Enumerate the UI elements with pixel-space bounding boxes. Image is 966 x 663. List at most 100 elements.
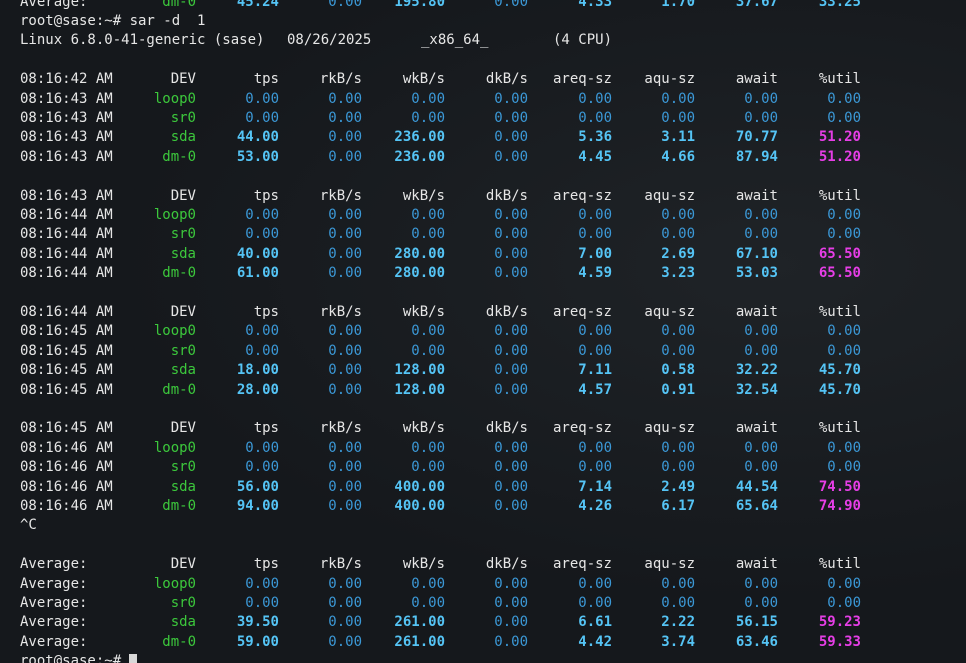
metric-value: 280.00 [394, 245, 445, 262]
metric-value: 0.00 [827, 439, 861, 456]
column-header: aqu-sz [644, 187, 695, 204]
metric-value: 0.00 [578, 226, 612, 243]
metric-value: 67.10 [735, 245, 778, 262]
row-label: Average: [20, 633, 88, 650]
metric-value: 0.00 [328, 323, 362, 340]
metric-value: 61.00 [236, 265, 279, 282]
device-name: sr0 [170, 110, 196, 126]
column-header: wkB/s [402, 556, 445, 573]
metric-value: 0.00 [328, 478, 362, 495]
metric-value: 0.00 [744, 110, 778, 126]
metric-value: 0.00 [827, 459, 861, 476]
row-label: 08:16:44 AM [20, 265, 113, 282]
column-header: tps [253, 420, 279, 437]
metric-value: 94.00 [236, 498, 279, 514]
metric-value: 0.00 [827, 226, 861, 243]
prompt: root@sase:~# [20, 653, 122, 663]
metric-value: 0.00 [328, 614, 362, 631]
column-header: tps [253, 556, 279, 573]
metric-value: 0.00 [661, 342, 695, 359]
metric-value: 0.00 [494, 0, 528, 10]
metric-value: 7.11 [578, 362, 612, 379]
metric-value: 0.00 [744, 595, 778, 611]
metric-value: 59.33 [818, 633, 861, 650]
column-header: DEV [170, 304, 196, 320]
column-header: dkB/s [485, 420, 528, 437]
metric-value: 28.00 [236, 381, 279, 398]
metric-value: 400.00 [394, 498, 445, 514]
metric-value: 3.74 [661, 633, 695, 650]
metric-value: 0.00 [744, 226, 778, 243]
metric-value: 0.00 [578, 207, 612, 223]
row-label: 08:16:45 AM [20, 381, 113, 398]
metric-value: 400.00 [394, 478, 445, 495]
metric-value: 4.42 [578, 633, 612, 650]
metric-value: 0.00 [494, 595, 528, 611]
column-header: areq-sz [552, 71, 612, 88]
metric-value: 0.00 [661, 226, 695, 243]
metric-value: 2.22 [661, 614, 695, 631]
header-time: Average: [20, 556, 88, 573]
row-label: 08:16:45 AM [20, 323, 113, 340]
metric-value: 0.00 [328, 265, 362, 282]
metric-value: 0.00 [328, 226, 362, 243]
metric-value: 4.59 [578, 265, 612, 282]
metric-value: 65.50 [818, 245, 861, 262]
device-name: loop0 [153, 207, 196, 223]
metric-value: 0.00 [328, 207, 362, 223]
column-header: dkB/s [485, 187, 528, 204]
metric-value: 0.00 [328, 148, 362, 165]
metric-value: 3.11 [661, 129, 695, 146]
metric-value: 0.00 [578, 323, 612, 340]
metric-value: 0.00 [494, 323, 528, 340]
interrupt: ^C [20, 517, 37, 534]
metric-value: 0.00 [578, 595, 612, 611]
column-header: rkB/s [319, 187, 362, 204]
column-header: DEV [170, 420, 196, 437]
system-info: (4 CPU) [553, 32, 613, 49]
device-name: loop0 [153, 575, 196, 592]
metric-value: 0.00 [661, 459, 695, 476]
row-label: 08:16:46 AM [20, 459, 113, 476]
metric-value: 0.00 [411, 226, 445, 243]
device-name: sda [170, 614, 196, 631]
device-name: loop0 [153, 323, 196, 340]
system-info: Linux 6.8.0-41-generic (sase) [20, 32, 265, 49]
metric-value: 0.00 [827, 323, 861, 340]
metric-value: 0.00 [494, 207, 528, 223]
column-header: areq-sz [552, 420, 612, 437]
column-header: dkB/s [485, 556, 528, 573]
metric-value: 59.00 [236, 633, 279, 650]
column-header: rkB/s [319, 556, 362, 573]
metric-value: 45.70 [818, 362, 861, 379]
metric-value: 0.00 [494, 614, 528, 631]
metric-value: 0.00 [328, 633, 362, 650]
row-label: 08:16:43 AM [20, 148, 113, 165]
header-time: 08:16:43 AM [20, 187, 113, 204]
metric-value: 0.58 [661, 362, 695, 379]
metric-value: 0.00 [494, 498, 528, 514]
metric-value: 0.00 [328, 245, 362, 262]
metric-value: 0.00 [744, 459, 778, 476]
metric-value: 0.00 [494, 362, 528, 379]
column-header: aqu-sz [644, 420, 695, 437]
device-name: sr0 [170, 342, 196, 359]
metric-value: 0.00 [494, 381, 528, 398]
metric-value: 7.00 [578, 245, 612, 262]
column-header: %util [818, 71, 861, 88]
device-name: loop0 [153, 439, 196, 456]
header-time: 08:16:44 AM [20, 304, 113, 320]
metric-value: 0.00 [494, 459, 528, 476]
metric-value: 0.00 [411, 342, 445, 359]
device-name: sr0 [170, 595, 196, 611]
column-header: DEV [170, 556, 196, 573]
metric-value: 4.33 [578, 0, 612, 10]
metric-value: 0.00 [328, 342, 362, 359]
row-label: 08:16:43 AM [20, 110, 113, 126]
column-header: await [735, 304, 778, 320]
metric-value: 0.00 [827, 90, 861, 107]
metric-value: 128.00 [394, 381, 445, 398]
column-header: dkB/s [485, 304, 528, 320]
metric-value: 261.00 [394, 614, 445, 631]
column-header: aqu-sz [644, 304, 695, 320]
